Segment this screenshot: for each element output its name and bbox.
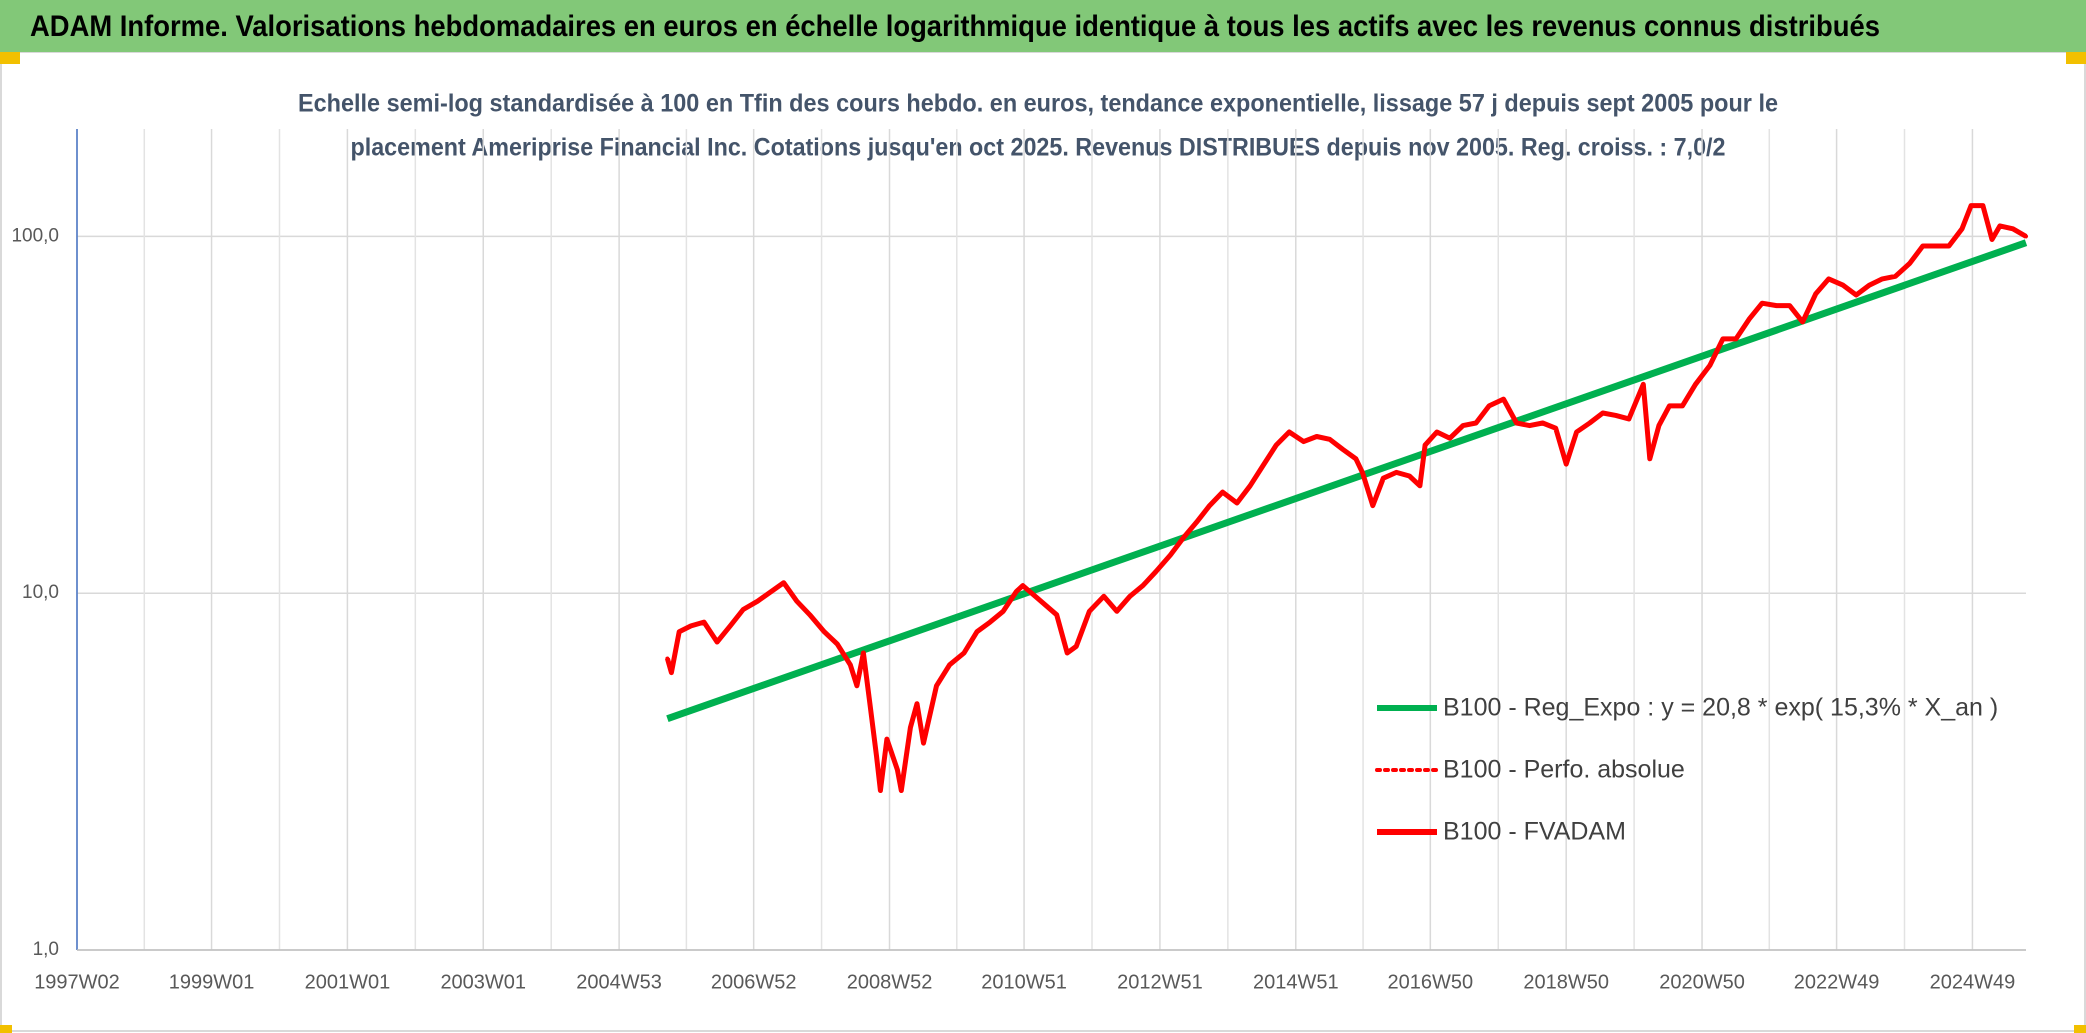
legend: B100 - Reg_Expo : y = 20,8 * exp( 15,3% … (1375, 694, 1998, 846)
corner (2074, 1025, 2086, 1033)
x-tick-label: 2014W51 (1253, 971, 1339, 993)
plot (664, 203, 2028, 793)
x-tick-label: 1999W01 (169, 971, 255, 993)
corner (0, 1025, 12, 1033)
x-tick-label: 2020W50 (1659, 971, 1745, 993)
x-tick-label: 2024W49 (1930, 971, 2016, 993)
x-tick-label: 2016W50 (1388, 971, 1474, 993)
corner (0, 52, 20, 64)
corner (2066, 52, 2086, 64)
legend-label: B100 - FVADAM (1443, 818, 1626, 846)
x-tick-label: 1997W02 (34, 971, 120, 993)
legend-label: B100 - Reg_Expo : y = 20,8 * exp( 15,3% … (1443, 694, 1998, 722)
header-band (0, 0, 2086, 52)
y-tick-label: 1,0 (33, 939, 59, 960)
x-tick-label: 2018W50 (1523, 971, 1609, 993)
x-tick-label: 2012W51 (1117, 971, 1203, 993)
x-tick-label: 2001W01 (305, 971, 391, 993)
series-line (664, 203, 2028, 793)
y-tick-label: 10,0 (22, 582, 59, 603)
x-tick-label: 2003W01 (440, 971, 526, 993)
chart-title: ADAM Informe. Valorisations hebdomadaire… (30, 10, 1880, 43)
grid: 1,0 10,0 100,0 1997W02 1999W01 2001W01 2003W01… (11, 129, 2026, 993)
x-tick-label: 2006W52 (711, 971, 797, 993)
x-tick-label: 2022W49 (1794, 971, 1880, 993)
x-tick-label: 2010W51 (981, 971, 1067, 993)
x-tick-label: 2004W53 (576, 971, 662, 993)
y-tick-label: 100,0 (11, 225, 59, 246)
subtitle: placement Ameriprise Financial Inc. Cota… (351, 134, 1726, 162)
legend-label: B100 - Perfo. absolue (1443, 756, 1685, 784)
subtitle: Echelle semi-log standardisée à 100 en T… (298, 90, 1778, 118)
x-tick-label: 2008W52 (847, 971, 933, 993)
